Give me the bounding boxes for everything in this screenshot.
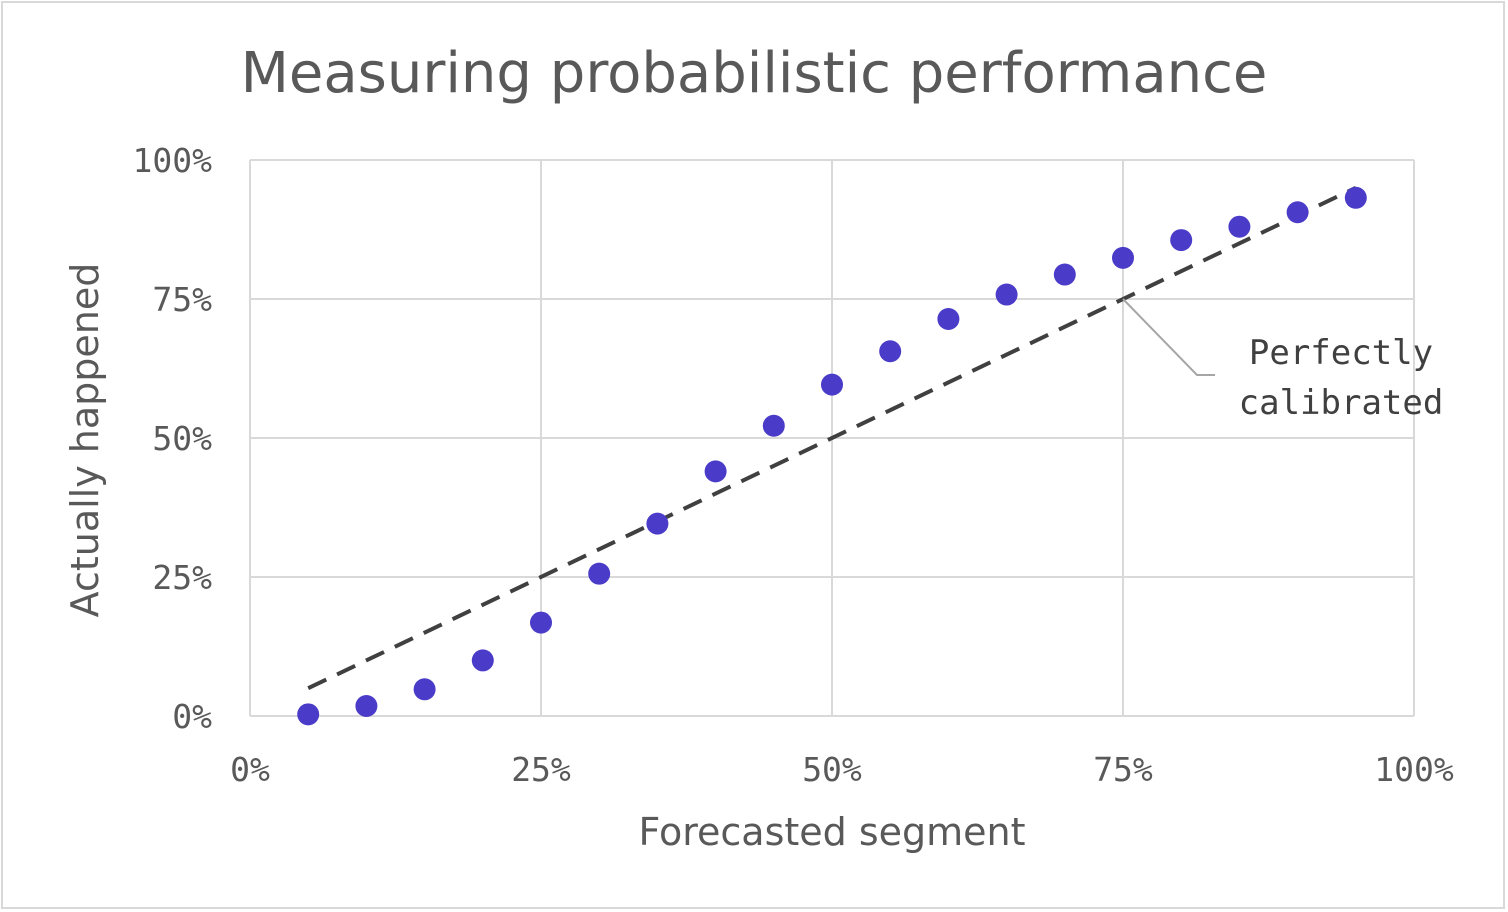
data-point xyxy=(530,611,552,634)
data-points xyxy=(297,186,1367,726)
data-point xyxy=(821,373,843,396)
data-point xyxy=(1112,246,1134,269)
data-point xyxy=(1170,229,1193,252)
annotation-line-2: calibrated xyxy=(1239,383,1444,423)
x-axis-title: Forecasted segment xyxy=(638,810,1025,854)
reference-line xyxy=(307,185,1357,691)
y-tick-label: 100% xyxy=(133,141,213,180)
y-tick-label: 25% xyxy=(152,558,212,597)
x-axis-ticks: 0% 25% 50% 75% 100% xyxy=(230,750,1454,789)
y-tick-label: 75% xyxy=(152,280,212,319)
data-point xyxy=(1344,186,1367,209)
data-point xyxy=(646,512,669,535)
x-tick-label: 100% xyxy=(1374,750,1454,789)
y-axis-ticks: 0% 25% 50% 75% 100% xyxy=(133,141,213,736)
data-point xyxy=(762,414,785,437)
x-tick-label: 25% xyxy=(511,750,571,789)
data-point xyxy=(297,703,320,726)
data-point xyxy=(995,283,1018,306)
y-tick-label: 0% xyxy=(172,697,212,736)
data-point xyxy=(704,460,727,483)
annotation-leader-line xyxy=(1122,298,1215,376)
data-point xyxy=(937,308,960,331)
data-point xyxy=(355,694,378,717)
data-point xyxy=(1228,215,1251,238)
grid-lines xyxy=(249,159,1415,717)
data-point xyxy=(879,340,902,363)
data-point xyxy=(588,562,611,585)
data-point xyxy=(471,649,494,672)
chart-title: Measuring probabilistic performance xyxy=(241,41,1268,106)
data-point xyxy=(1286,201,1309,224)
data-point xyxy=(1053,263,1076,286)
perfectly-calibrated-annotation: Perfectly calibrated xyxy=(1122,298,1444,423)
y-axis-title: Actually happened xyxy=(63,263,107,618)
y-tick-label: 50% xyxy=(152,419,212,458)
x-tick-label: 50% xyxy=(802,750,862,789)
data-point xyxy=(413,678,436,701)
annotation-line-1: Perfectly xyxy=(1249,333,1433,373)
x-tick-label: 0% xyxy=(230,750,270,789)
perfect-calibration-line xyxy=(307,185,1357,691)
x-tick-label: 75% xyxy=(1093,750,1153,789)
